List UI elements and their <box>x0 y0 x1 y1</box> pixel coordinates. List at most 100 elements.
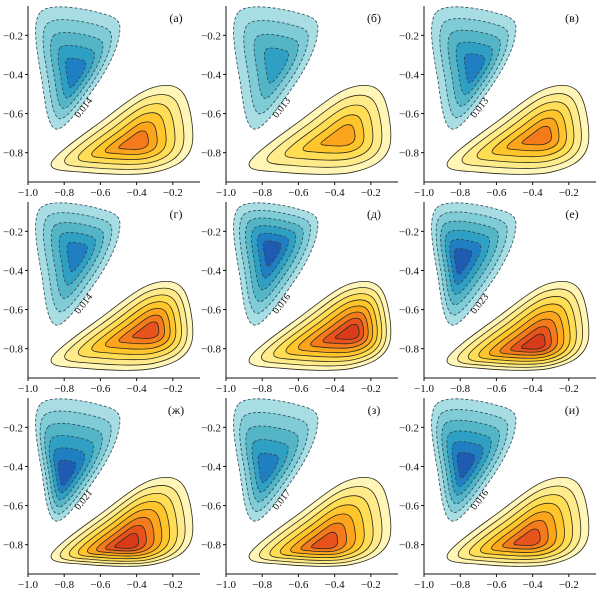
x-tick-label: −1.0 <box>18 579 38 591</box>
y-tick-label: −0.8 <box>3 148 23 160</box>
y-tick-label: −0.6 <box>399 501 419 513</box>
negative-contour <box>257 452 279 484</box>
positive-contour <box>311 531 339 550</box>
x-tick-label: −0.2 <box>361 383 381 395</box>
y-tick-label: −0.2 <box>201 30 221 42</box>
y-tick-label: −0.8 <box>201 344 221 356</box>
x-tick-label: −0.6 <box>486 383 506 395</box>
y-tick-label: −0.2 <box>3 422 23 434</box>
y-tick-label: −0.2 <box>201 422 221 434</box>
x-tick-label: −0.4 <box>127 383 147 395</box>
panel-8: −0.2−0.4−0.6−0.8−1.0 −0.8 −0.6 −0.4 −0.2(з)0… <box>201 398 398 591</box>
y-tick-label: −0.8 <box>399 344 419 356</box>
x-tick-label: −1.0 <box>414 383 434 395</box>
x-tick-label: −0.8 <box>54 579 74 591</box>
x-tick-label: −0.4 <box>325 187 345 199</box>
x-tick-label: −0.2 <box>559 187 579 199</box>
y-tick-label: −0.2 <box>3 226 23 238</box>
x-tick-label: −0.4 <box>325 383 345 395</box>
negative-contour <box>453 248 473 275</box>
y-tick-label: −0.4 <box>201 461 221 473</box>
x-tick-label: −0.6 <box>90 579 110 591</box>
panel-9: −0.2−0.4−0.6−0.8−1.0 −0.8 −0.6 −0.4 −0.2(и)0… <box>399 398 596 591</box>
y-tick-label: −0.8 <box>201 148 221 160</box>
x-tick-label: −0.4 <box>523 383 543 395</box>
x-tick-label: −0.6 <box>288 187 308 199</box>
y-tick-label: −0.6 <box>201 109 221 121</box>
y-tick-label: −0.4 <box>399 265 419 277</box>
y-tick-label: −0.4 <box>201 265 221 277</box>
negative-contour <box>456 451 476 479</box>
panel-4: −0.2−0.4−0.6−0.8−1.0 −0.8 −0.6 −0.4 −0.2(г)0… <box>3 202 200 395</box>
negative-contour <box>65 57 87 89</box>
x-tick-label: −0.6 <box>486 187 506 199</box>
x-tick-label: −0.6 <box>486 579 506 591</box>
panel-label: (в) <box>565 11 579 25</box>
y-tick-label: −0.8 <box>3 344 23 356</box>
x-tick-label: −0.8 <box>54 187 74 199</box>
panel-7: −0.2−0.4−0.6−0.8−1.0 −0.8 −0.6 −0.4 −0.2(ж)0… <box>3 398 200 591</box>
y-tick-label: −0.2 <box>399 226 419 238</box>
positive-contour <box>520 333 546 350</box>
positive-contour <box>320 124 356 147</box>
x-tick-label: −0.8 <box>450 579 470 591</box>
panel-3: −0.2−0.4−0.6−0.8−1.0 −0.8 −0.6 −0.4 −0.2(в)0… <box>399 6 596 199</box>
panel-label: (б) <box>367 11 381 25</box>
x-tick-label: −0.8 <box>252 383 272 395</box>
y-tick-label: −0.4 <box>399 461 419 473</box>
y-tick-label: −0.6 <box>399 305 419 317</box>
x-tick-label: −1.0 <box>216 579 236 591</box>
y-tick-label: −0.8 <box>3 540 23 552</box>
x-tick-label: −0.4 <box>127 187 147 199</box>
negative-contour <box>66 241 88 273</box>
x-tick-label: −0.2 <box>163 579 183 591</box>
y-tick-label: −0.2 <box>399 30 419 42</box>
positive-contour <box>513 528 541 546</box>
negative-contour <box>463 53 486 84</box>
panel-6: −0.2−0.4−0.6−0.8−1.0 −0.8 −0.6 −0.4 −0.2(е)0… <box>399 202 596 395</box>
y-tick-label: −0.4 <box>399 69 419 81</box>
x-tick-label: −0.4 <box>523 579 543 591</box>
y-tick-label: −0.2 <box>3 30 23 42</box>
y-tick-label: −0.6 <box>3 501 23 513</box>
panel-5: −0.2−0.4−0.6−0.8−1.0 −0.8 −0.6 −0.4 −0.2(д)0… <box>201 202 398 395</box>
positive-contour <box>334 323 360 340</box>
x-tick-label: −1.0 <box>216 187 236 199</box>
x-tick-label: −0.4 <box>127 579 147 591</box>
negative-contour <box>263 240 282 267</box>
x-tick-label: −0.2 <box>559 383 579 395</box>
positive-contour <box>132 321 160 339</box>
panel-label: (д) <box>367 207 381 221</box>
panel-label: (з) <box>368 403 381 417</box>
x-tick-label: −0.6 <box>288 383 308 395</box>
x-tick-label: −0.6 <box>288 579 308 591</box>
y-tick-label: −0.6 <box>3 305 23 317</box>
x-tick-label: −0.2 <box>163 383 183 395</box>
x-tick-label: −0.4 <box>325 579 345 591</box>
x-tick-label: −0.2 <box>559 579 579 591</box>
negative-contour <box>263 47 289 84</box>
panel-label: (г) <box>170 207 183 221</box>
y-tick-label: −0.6 <box>399 109 419 121</box>
x-tick-label: −0.8 <box>450 383 470 395</box>
y-tick-label: −0.6 <box>3 109 23 121</box>
negative-contour <box>57 459 77 487</box>
x-tick-label: −1.0 <box>414 187 434 199</box>
x-tick-label: −1.0 <box>216 383 236 395</box>
y-tick-label: −0.4 <box>3 461 23 473</box>
panel-1: −0.2−0.4−0.6−0.8−1.0 −0.8 −0.6 −0.4 −0.2(а)0… <box>3 6 200 199</box>
x-tick-label: −1.0 <box>18 383 38 395</box>
positive-contour <box>114 532 140 549</box>
y-tick-label: −0.8 <box>201 540 221 552</box>
y-tick-label: −0.6 <box>201 501 221 513</box>
x-tick-label: −0.2 <box>361 579 381 591</box>
y-tick-label: −0.8 <box>399 148 419 160</box>
x-tick-label: −0.6 <box>90 383 110 395</box>
panel-2: −0.2−0.4−0.6−0.8−1.0 −0.8 −0.6 −0.4 −0.2(б)0… <box>201 6 398 199</box>
y-tick-label: −0.4 <box>3 265 23 277</box>
x-tick-label: −0.2 <box>361 187 381 199</box>
y-tick-label: −0.8 <box>399 540 419 552</box>
panel-label: (и) <box>565 403 579 417</box>
panel-label: (ж) <box>168 403 184 417</box>
positive-contour <box>118 130 149 150</box>
